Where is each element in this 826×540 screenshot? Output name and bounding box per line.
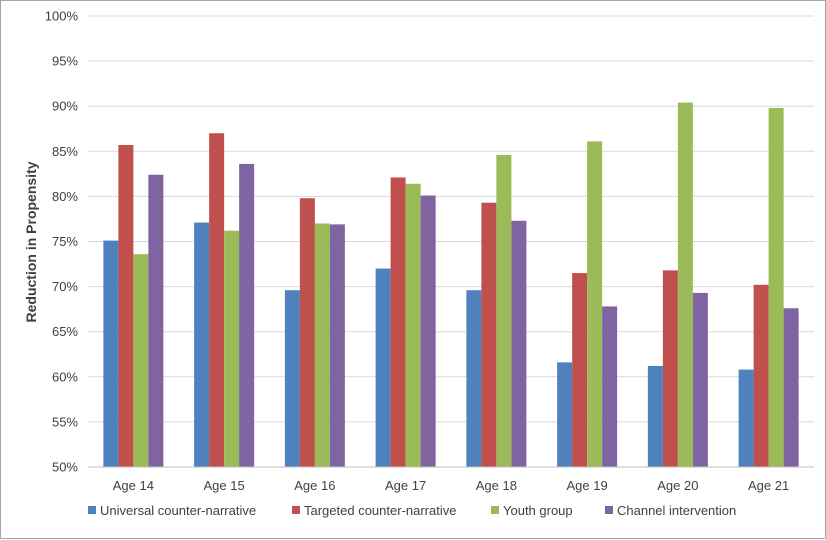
bar xyxy=(103,240,119,467)
legend-swatch xyxy=(491,506,499,514)
bar xyxy=(284,290,300,467)
bar xyxy=(572,273,588,467)
bar xyxy=(647,365,663,467)
legend-label: Targeted counter-narrative xyxy=(304,503,456,518)
y-tick-label: 50% xyxy=(52,460,78,475)
bar xyxy=(587,141,603,468)
bar xyxy=(768,108,784,467)
bar xyxy=(375,268,391,467)
bar xyxy=(314,223,330,467)
bar xyxy=(466,290,482,467)
bar xyxy=(194,222,210,467)
legend-label: Youth group xyxy=(503,503,573,518)
bar xyxy=(299,198,315,468)
bar xyxy=(753,284,769,467)
x-tick-label: Age 18 xyxy=(476,478,517,493)
bar xyxy=(239,163,255,468)
bar xyxy=(677,102,693,467)
x-axis-ticks: Age 14 Age 15 Age 16 Age 17 Age 18 Age 19 Age … xyxy=(113,478,789,493)
y-tick-label: 55% xyxy=(52,414,78,429)
y-tick-label: 60% xyxy=(52,369,78,384)
bar xyxy=(602,306,618,467)
bar xyxy=(148,174,164,467)
legend-swatch xyxy=(88,506,96,514)
bar xyxy=(738,369,754,467)
bar xyxy=(133,254,149,467)
bar xyxy=(209,133,225,467)
legend-label: Universal counter-narrative xyxy=(100,503,256,518)
y-tick-label: 85% xyxy=(52,144,78,159)
x-tick-label: Age 17 xyxy=(385,478,426,493)
bar xyxy=(557,362,573,467)
bar xyxy=(118,144,134,467)
legend-swatch xyxy=(292,506,300,514)
y-tick-label: 90% xyxy=(52,99,78,114)
y-tick-label: 70% xyxy=(52,279,78,294)
x-tick-label: Age 21 xyxy=(748,478,789,493)
y-tick-label: 80% xyxy=(52,189,78,204)
x-tick-label: Age 16 xyxy=(294,478,335,493)
bar xyxy=(405,183,421,467)
bar xyxy=(511,220,527,467)
y-axis-ticks: 50% 55% 60% 65% 70% 75% 80% 85% 90% 95% 100% xyxy=(45,9,79,475)
x-tick-label: Age 20 xyxy=(657,478,698,493)
x-tick-label: Age 19 xyxy=(567,478,608,493)
bar xyxy=(224,230,240,467)
legend: Universal counter-narrative Targeted coun… xyxy=(88,503,736,518)
y-tick-label: 100% xyxy=(45,9,79,24)
bar xyxy=(329,224,345,467)
y-tick-label: 95% xyxy=(52,54,78,69)
x-tick-label: Age 14 xyxy=(113,478,154,493)
bar xyxy=(692,292,708,467)
bar xyxy=(496,154,512,467)
bar xyxy=(783,308,799,467)
legend-swatch xyxy=(605,506,613,514)
bars xyxy=(103,102,799,468)
legend-label: Channel intervention xyxy=(617,503,736,518)
y-axis-label: Reduction in Propensity xyxy=(23,161,39,322)
bar xyxy=(481,202,497,468)
bar xyxy=(390,177,406,467)
bar xyxy=(662,270,678,467)
y-tick-label: 75% xyxy=(52,234,78,249)
y-tick-label: 65% xyxy=(52,324,78,339)
bar xyxy=(420,195,436,468)
x-tick-label: Age 15 xyxy=(204,478,245,493)
